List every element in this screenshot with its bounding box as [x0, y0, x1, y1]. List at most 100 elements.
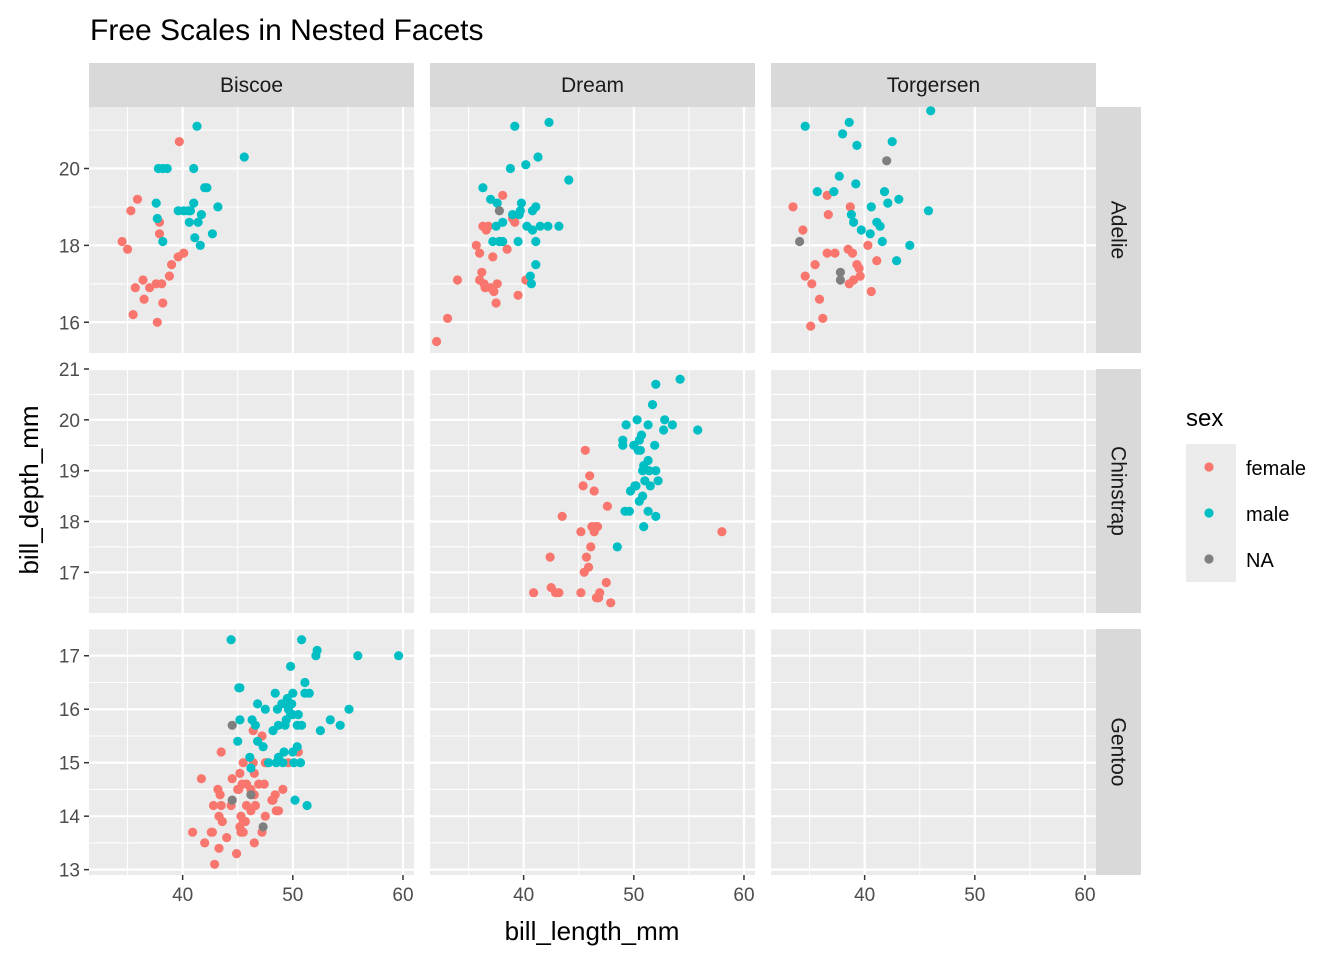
y-tick-label: 18 — [59, 513, 80, 534]
point-male — [650, 440, 660, 450]
point-male — [621, 420, 631, 430]
point-male — [297, 720, 307, 730]
point-female — [557, 511, 567, 521]
point-na — [494, 206, 504, 216]
point-male — [270, 688, 280, 698]
point-female — [475, 248, 485, 258]
point-na — [227, 720, 237, 730]
panel-background — [771, 369, 1096, 613]
point-female — [238, 758, 248, 768]
strip-column-torgersen — [771, 63, 1096, 107]
y-tick-label: 19 — [59, 462, 80, 483]
point-male — [526, 279, 537, 289]
point-female — [154, 229, 165, 239]
point-female — [273, 806, 284, 816]
point-female — [217, 816, 227, 827]
point-male — [923, 206, 934, 216]
point-female — [592, 522, 603, 532]
point-male — [660, 415, 670, 425]
point-male — [527, 225, 538, 235]
point-male — [289, 758, 299, 768]
point-female — [806, 321, 816, 331]
point-male — [521, 160, 531, 170]
point-male — [632, 415, 642, 425]
point-female — [238, 827, 248, 837]
point-female — [576, 588, 586, 598]
point-na — [227, 795, 237, 805]
point-male — [151, 198, 161, 208]
point-female — [196, 774, 206, 784]
point-male — [645, 481, 655, 491]
point-female — [250, 800, 260, 811]
strip-row-chinstrap — [1095, 369, 1141, 613]
point-male — [543, 221, 553, 231]
point-male — [278, 758, 288, 768]
point-female — [788, 202, 798, 212]
point-male — [651, 466, 661, 476]
point-female — [130, 283, 140, 293]
point-female — [818, 313, 828, 323]
point-male — [253, 699, 263, 709]
point-male — [258, 742, 268, 752]
point-male — [260, 704, 270, 714]
point-male — [233, 736, 243, 746]
point-male — [185, 206, 195, 216]
point-na — [258, 822, 268, 832]
point-female — [529, 588, 539, 598]
point-female — [164, 271, 174, 281]
strip-column-dream — [430, 63, 755, 107]
point-female — [432, 336, 442, 347]
point-male — [852, 140, 862, 150]
point-male — [905, 240, 915, 250]
point-female — [581, 552, 592, 562]
panel-gentoo-dream — [430, 628, 755, 875]
point-female — [232, 849, 242, 859]
point-na — [882, 156, 892, 166]
point-female — [823, 210, 833, 220]
panel-background — [430, 629, 755, 875]
legend-key-female — [1204, 462, 1214, 472]
point-female — [167, 260, 177, 270]
point-male — [195, 240, 205, 250]
point-male — [544, 117, 554, 127]
point-male — [189, 198, 199, 208]
point-male — [875, 221, 885, 231]
point-male — [213, 202, 223, 212]
point-female — [117, 236, 127, 247]
point-female — [174, 137, 184, 147]
point-male — [286, 661, 296, 672]
point-male — [302, 800, 312, 811]
panel-background — [89, 629, 414, 875]
point-female — [216, 747, 226, 757]
point-male — [507, 210, 518, 220]
point-male — [246, 763, 256, 773]
point-male — [505, 163, 515, 174]
point-male — [659, 425, 669, 435]
point-male — [644, 466, 654, 476]
point-female — [810, 260, 820, 270]
point-male — [624, 506, 635, 516]
point-male — [651, 511, 661, 521]
point-male — [312, 645, 322, 656]
point-male — [292, 742, 302, 752]
legend: sex female male NA — [1186, 405, 1306, 582]
point-male — [184, 217, 194, 227]
point-female — [278, 784, 288, 795]
strip-label-gentoo: Gentoo — [1107, 718, 1130, 787]
point-female — [814, 294, 825, 304]
point-female — [545, 552, 555, 562]
y-tick-label: 20 — [59, 160, 80, 181]
point-male — [295, 758, 306, 768]
point-female — [210, 859, 220, 869]
point-female — [800, 271, 810, 281]
point-male — [693, 425, 703, 435]
x-tick-label: 60 — [1074, 885, 1095, 906]
legend-key-na — [1204, 554, 1214, 564]
point-female — [580, 445, 590, 455]
point-female — [216, 800, 226, 811]
point-male — [325, 715, 335, 725]
point-female — [132, 194, 143, 204]
point-male — [533, 152, 543, 162]
x-tick-label: 60 — [733, 885, 754, 906]
point-female — [554, 588, 564, 598]
